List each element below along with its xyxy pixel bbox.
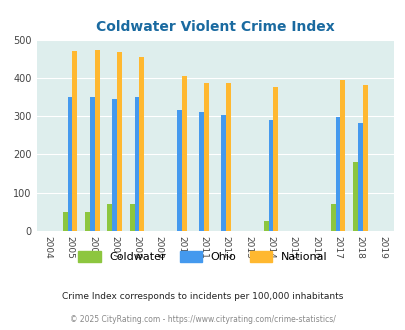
- Legend: Coldwater, Ohio, National: Coldwater, Ohio, National: [74, 247, 331, 267]
- Bar: [90, 97, 95, 231]
- Bar: [95, 50, 100, 231]
- Bar: [72, 51, 77, 231]
- Bar: [176, 110, 181, 231]
- Bar: [352, 162, 357, 231]
- Bar: [330, 204, 335, 231]
- Bar: [85, 212, 90, 231]
- Bar: [203, 83, 209, 231]
- Text: © 2025 CityRating.com - https://www.cityrating.com/crime-statistics/: © 2025 CityRating.com - https://www.city…: [70, 315, 335, 324]
- Bar: [335, 116, 340, 231]
- Bar: [198, 112, 204, 231]
- Bar: [273, 87, 278, 231]
- Bar: [117, 52, 122, 231]
- Bar: [139, 57, 144, 231]
- Text: Crime Index corresponds to incidents per 100,000 inhabitants: Crime Index corresponds to incidents per…: [62, 292, 343, 301]
- Bar: [134, 97, 139, 231]
- Bar: [62, 212, 67, 231]
- Bar: [129, 204, 134, 231]
- Bar: [340, 80, 345, 231]
- Title: Coldwater Violent Crime Index: Coldwater Violent Crime Index: [96, 20, 334, 34]
- Bar: [263, 221, 268, 231]
- Bar: [221, 115, 226, 231]
- Bar: [67, 97, 72, 231]
- Bar: [362, 85, 367, 231]
- Bar: [226, 83, 231, 231]
- Bar: [112, 99, 117, 231]
- Bar: [268, 120, 273, 231]
- Bar: [107, 204, 112, 231]
- Bar: [357, 123, 362, 231]
- Bar: [181, 76, 186, 231]
